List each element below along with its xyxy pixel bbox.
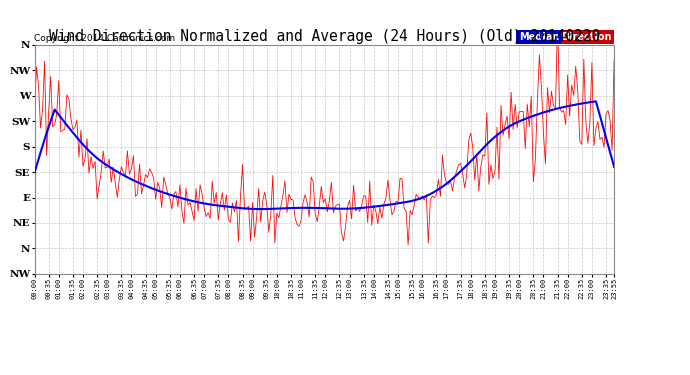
Text: Median: Median	[519, 32, 559, 42]
Title: Wind Direction Normalized and Average (24 Hours) (Old) 20140220: Wind Direction Normalized and Average (2…	[49, 29, 600, 44]
Text: Direction: Direction	[561, 32, 611, 42]
Text: Copyright 2014 Cartronics.com: Copyright 2014 Cartronics.com	[34, 34, 176, 43]
